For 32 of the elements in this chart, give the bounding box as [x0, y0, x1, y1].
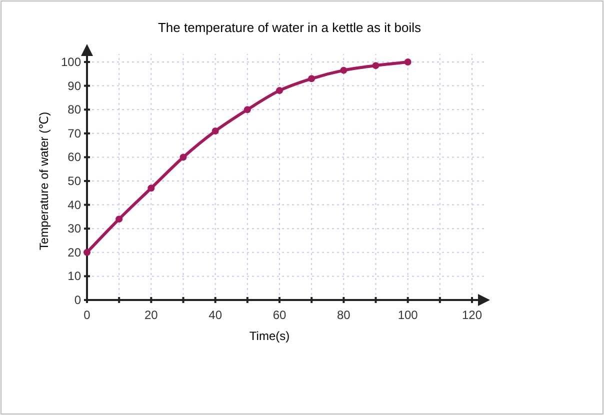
- y-tick-label: 40: [68, 198, 82, 212]
- y-axis-title: Temperature of water (℃): [37, 112, 51, 250]
- x-tick-label: 20: [144, 308, 158, 322]
- y-tick-label: 50: [68, 174, 82, 188]
- y-tick-label: 20: [68, 245, 82, 260]
- y-tick-label: 60: [68, 150, 82, 164]
- chart-title: The temperature of water in a kettle as it boils: [158, 20, 422, 35]
- x-tick-label: 120: [462, 308, 482, 322]
- y-tick-label: 10: [68, 269, 82, 284]
- y-tick-label: 70: [68, 126, 82, 140]
- x-tick-label: 0: [84, 308, 91, 322]
- y-tick-label: 80: [68, 102, 82, 117]
- y-tick-label: 0: [74, 293, 82, 307]
- x-tick-label: 60: [272, 308, 286, 322]
- x-axis-title: Time(s): [249, 329, 290, 343]
- point: [308, 75, 316, 82]
- point: [276, 87, 283, 94]
- point: [340, 66, 348, 74]
- point: [116, 216, 123, 223]
- point: [180, 154, 187, 161]
- x-tick-label: 100: [398, 308, 418, 322]
- point: [404, 58, 412, 66]
- x-tick-label: 40: [208, 308, 222, 322]
- point: [372, 62, 380, 70]
- y-tick-label: 90: [68, 78, 82, 93]
- point: [84, 248, 90, 256]
- y-tick-label: 30: [68, 222, 82, 236]
- x-tick-label: 80: [336, 308, 351, 322]
- y-tick-label: 100: [60, 55, 82, 69]
- point: [244, 106, 251, 114]
- point: [148, 184, 155, 192]
- point: [212, 128, 219, 135]
